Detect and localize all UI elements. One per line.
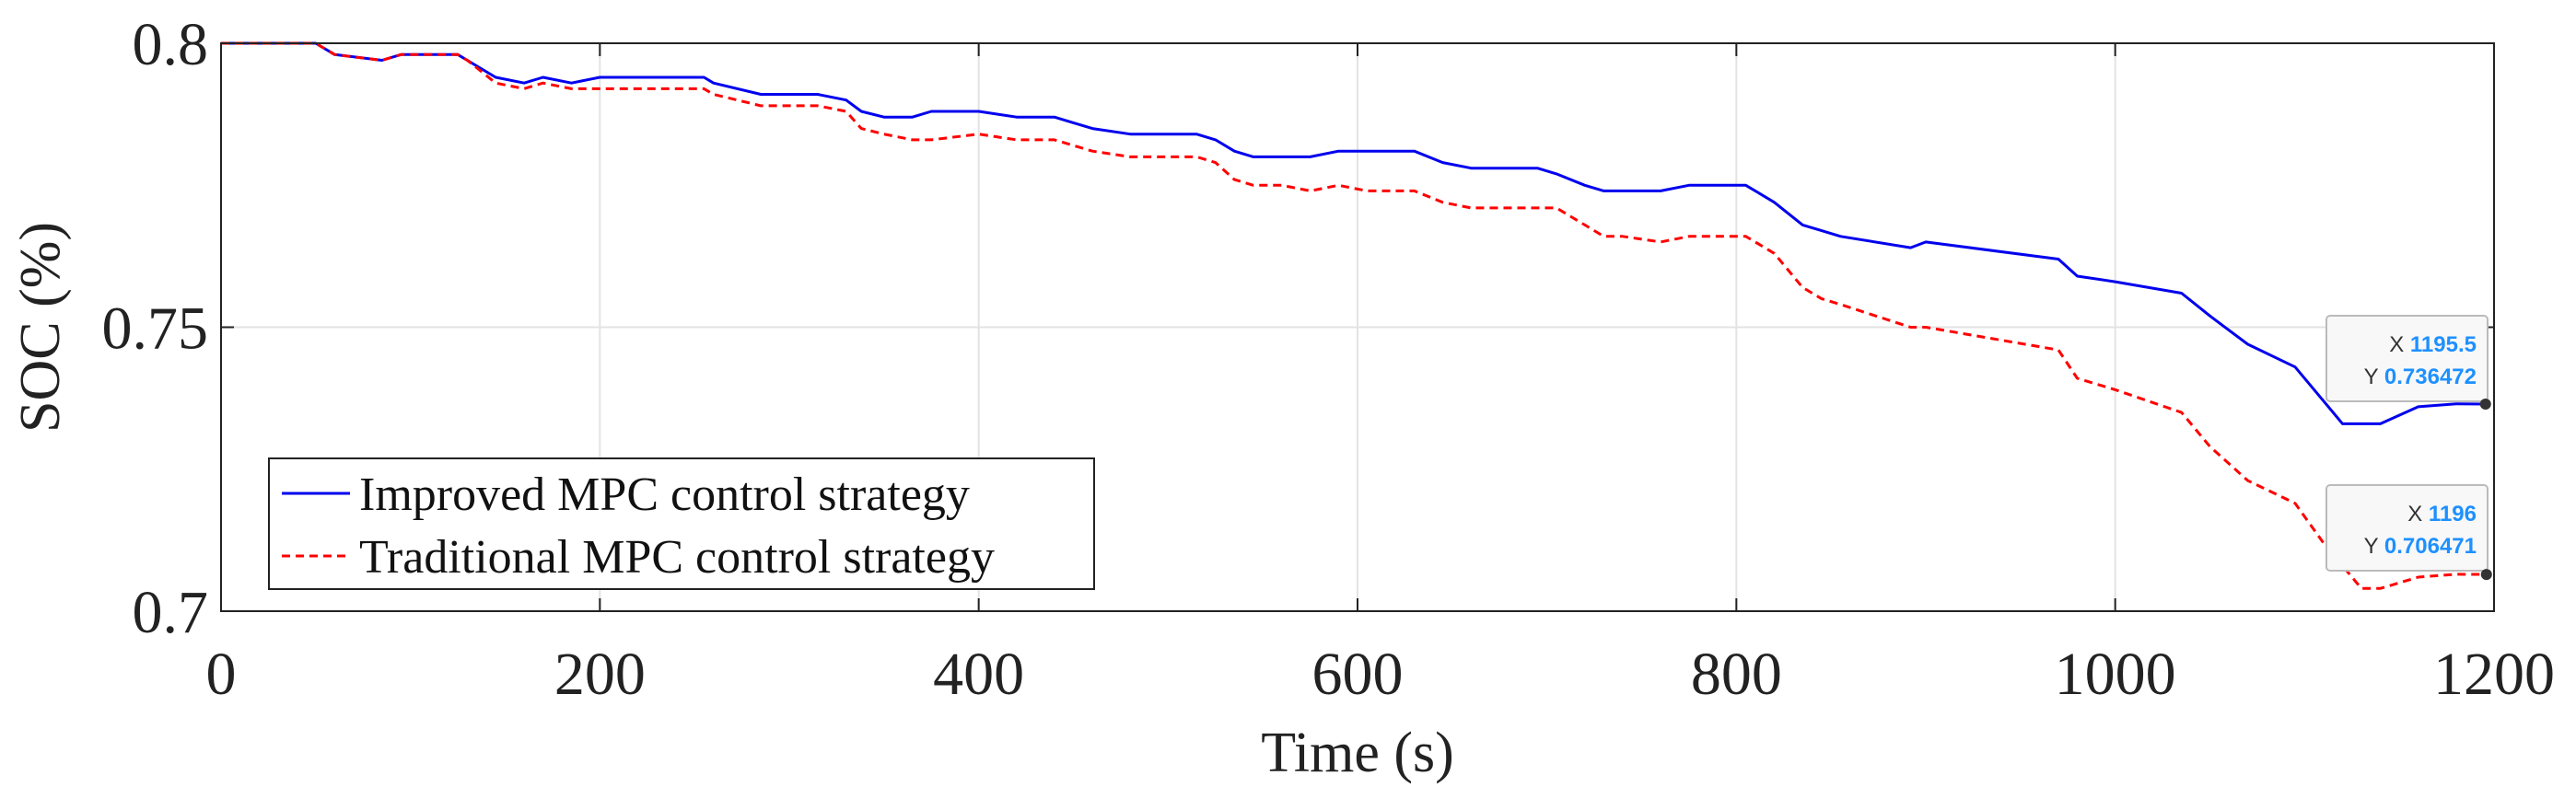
legend: Improved MPC control strategy Traditional… xyxy=(268,457,1095,590)
x-tick-label: 1200 xyxy=(2433,641,2555,708)
legend-box xyxy=(268,457,1095,590)
data-tip-x-label: X xyxy=(2389,332,2410,357)
data-tip-y-row: Y 0.706471 xyxy=(2364,534,2477,559)
y-tick-label: 0.7 xyxy=(133,579,209,646)
grid-lines xyxy=(221,43,2494,611)
data-tip-x-value: 1196 xyxy=(2429,502,2477,526)
x-tick-label: 0 xyxy=(206,641,237,708)
data-tip: X 1195.5Y 0.736472 xyxy=(2325,315,2491,410)
data-tip-marker xyxy=(2480,569,2492,581)
data-tip-y-label: Y xyxy=(2364,534,2384,559)
data-tip-y-row: Y 0.736472 xyxy=(2364,364,2477,389)
data-tip-y-value: 0.736472 xyxy=(2384,364,2477,389)
data-tip-x-label: X xyxy=(2407,502,2429,526)
data-tip-box xyxy=(2325,315,2489,402)
x-tick-label: 800 xyxy=(1691,641,1782,708)
plot-series xyxy=(221,41,2487,590)
x-tick-label: 600 xyxy=(1312,641,1404,708)
data-tip-x-value: 1195.5 xyxy=(2410,332,2477,357)
data-tip-y-label: Y xyxy=(2364,364,2384,389)
y-tick-label: 0.8 xyxy=(133,11,209,78)
data-tip-x-row: X 1196 xyxy=(2407,502,2477,526)
y-axis-label: SOC (%) xyxy=(9,222,72,433)
x-tick-label: 400 xyxy=(933,641,1024,708)
y-tick-label: 0.75 xyxy=(102,295,209,363)
data-tip: X 1196 Y 0.706471 xyxy=(2325,484,2492,581)
data-tip-x-row: X 1195.5 xyxy=(2389,332,2477,357)
legend-entry-label: Traditional MPC control strategy xyxy=(359,531,995,584)
data-tip-y-value: 0.706471 xyxy=(2384,534,2477,559)
data-tip-box xyxy=(2325,484,2489,572)
x-axis-label: Time (s) xyxy=(1261,722,1454,784)
data-tip-marker xyxy=(2479,398,2491,410)
axis-ticks: 0 200 400 600 800 1000 1200 0.7 0.75 0.8 xyxy=(102,11,2556,708)
legend-entry-label: Improved MPC control strategy xyxy=(359,469,970,521)
x-tick-label: 200 xyxy=(554,641,646,708)
traditional-mpc-line xyxy=(221,41,2487,590)
improved-mpc-line xyxy=(221,41,2487,425)
x-tick-label: 1000 xyxy=(2055,641,2176,708)
